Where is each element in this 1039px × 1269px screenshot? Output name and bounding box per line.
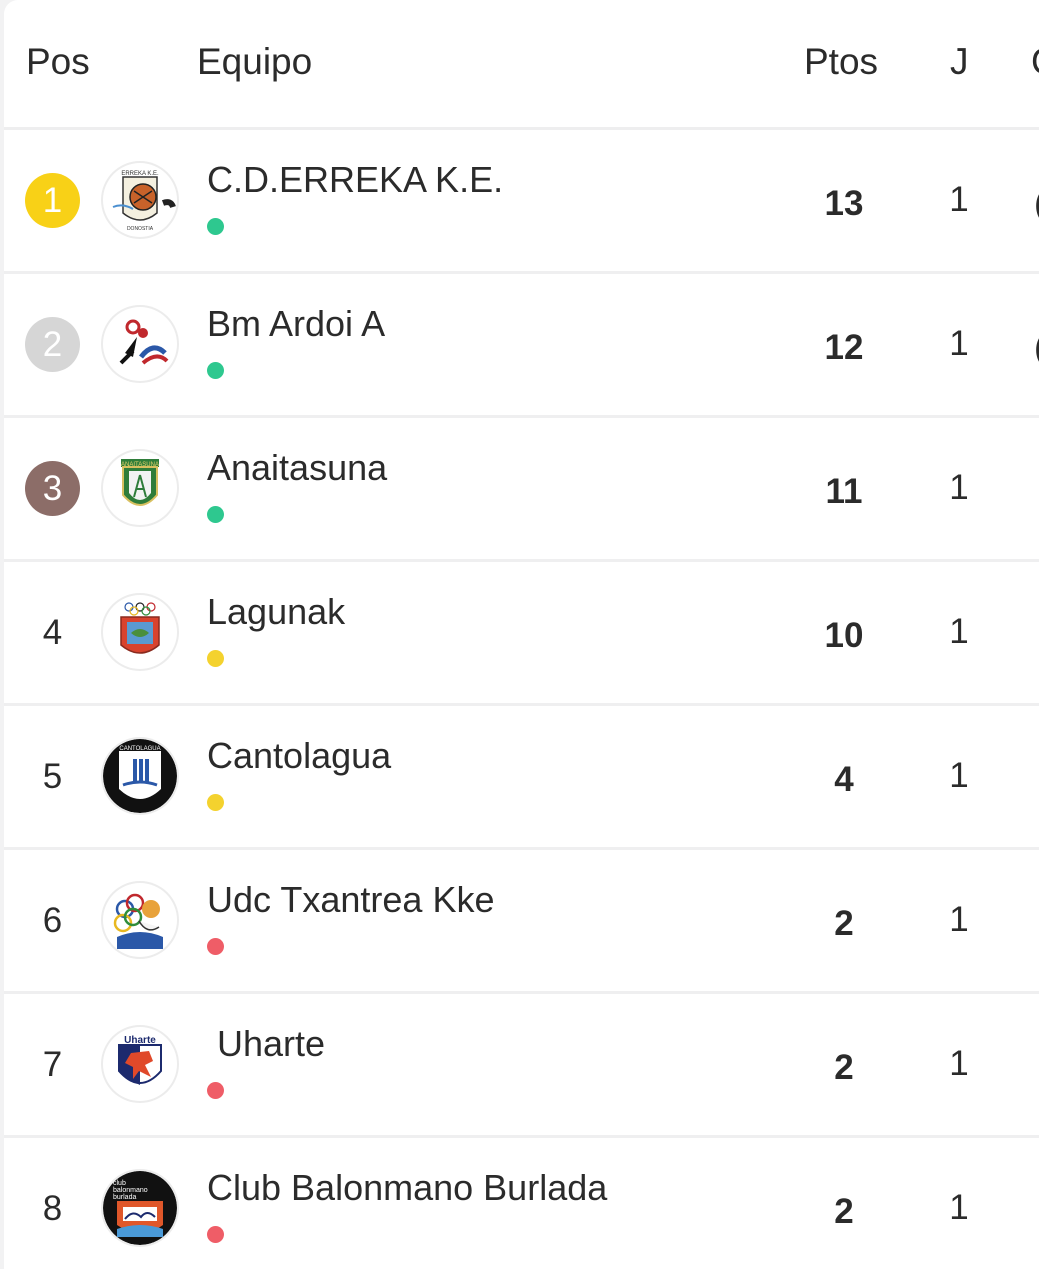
points: 13 (824, 184, 864, 223)
svg-text:ANAITASUNA: ANAITASUNA (121, 462, 159, 468)
table-row[interactable]: 6 Udc Txantrea Kke 2 1 (4, 850, 1039, 994)
points: 12 (824, 328, 864, 367)
erreka-logo-icon: ERREKA K.E. DONOSTIA (103, 163, 177, 237)
position-badge: 3 (25, 461, 80, 516)
team-name[interactable]: Anaitasuna (207, 447, 388, 488)
svg-text:ERREKA K.E.: ERREKA K.E. (121, 171, 159, 177)
status-dot (207, 506, 224, 523)
txantrea-logo-icon (103, 883, 177, 957)
svg-text:club: club (113, 1180, 126, 1187)
games-played: 1 (949, 756, 969, 795)
next-column-value: ( (1034, 182, 1039, 226)
header-equipo[interactable]: Equipo (197, 41, 313, 82)
games-played: 1 (949, 1044, 969, 1083)
ardoi-logo-icon (103, 307, 177, 381)
uharte-logo-icon: Uharte (103, 1027, 177, 1101)
points: 4 (834, 760, 854, 799)
games-played: 1 (949, 900, 969, 939)
table-row[interactable]: 7 Uharte Uharte 2 1 (4, 994, 1039, 1138)
lagunak-logo-icon (103, 595, 177, 669)
table-row[interactable]: 4 Lagunak 10 1 (4, 562, 1039, 706)
position-number: 5 (42, 757, 63, 796)
status-dot (207, 218, 224, 235)
status-dot (207, 1082, 224, 1099)
standings-table: Pos Equipo Ptos J G 1 ERREKA K.E. DONOST… (4, 0, 1039, 1269)
team-name[interactable]: Udc Txantrea Kke (207, 879, 495, 920)
team-name[interactable]: Lagunak (207, 591, 346, 632)
status-dot (207, 1226, 224, 1243)
position-number: 8 (42, 1189, 63, 1228)
next-column-value: ( (1034, 326, 1039, 370)
team-name[interactable]: Bm Ardoi A (207, 303, 386, 344)
status-dot (207, 362, 224, 379)
svg-text:balonmano: balonmano (113, 1187, 148, 1194)
svg-text:burlada: burlada (113, 1194, 136, 1201)
status-dot (207, 794, 224, 811)
games-played: 1 (949, 324, 969, 363)
svg-text:Uharte: Uharte (124, 1035, 156, 1046)
table-row[interactable]: 3 ANAITASUNA Anaitasuna 11 1 (4, 418, 1039, 562)
table-row[interactable]: 5 CANTOLAGUA Cantolagua 4 1 (4, 706, 1039, 850)
svg-text:CANTOLAGUA: CANTOLAGUA (119, 746, 160, 752)
burlada-logo-icon: club balonmano burlada (103, 1171, 177, 1245)
position-badge: 2 (25, 317, 80, 372)
team-name[interactable]: C.D.ERREKA K.E. (207, 159, 504, 200)
header-j[interactable]: J (950, 41, 969, 82)
team-name[interactable]: Cantolagua (207, 735, 392, 776)
table-row[interactable]: 8 club balonmano burlada Club Balonmano … (4, 1138, 1039, 1269)
status-dot (207, 938, 224, 955)
svg-text:DONOSTIA: DONOSTIA (127, 226, 154, 232)
points: 2 (834, 904, 854, 943)
anaitasuna-logo-icon: ANAITASUNA (103, 451, 177, 525)
team-name[interactable]: Uharte (207, 1023, 326, 1064)
games-played: 1 (949, 468, 969, 507)
header-next-column[interactable]: G (1031, 40, 1039, 84)
points: 2 (834, 1048, 854, 1087)
position-badge: 1 (25, 173, 80, 228)
header-ptos[interactable]: Ptos (804, 41, 879, 82)
table-row[interactable]: 1 ERREKA K.E. DONOSTIA C.D.ERREKA K.E. 1… (4, 130, 1039, 274)
status-dot (207, 650, 224, 667)
table-header: Pos Equipo Ptos J G (4, 0, 1039, 130)
games-played: 1 (949, 612, 969, 651)
position-number: 4 (42, 613, 63, 652)
games-played: 1 (949, 180, 969, 219)
games-played: 1 (949, 1188, 969, 1227)
position-number: 7 (42, 1045, 63, 1084)
header-pos[interactable]: Pos (26, 41, 90, 82)
points: 10 (824, 616, 864, 655)
table-row[interactable]: 2 Bm Ardoi A 12 1 ( (4, 274, 1039, 418)
position-number: 6 (42, 901, 63, 940)
points: 2 (834, 1192, 854, 1231)
team-name[interactable]: Club Balonmano Burlada (207, 1167, 608, 1208)
cantolagua-logo-icon: CANTOLAGUA (103, 739, 177, 813)
points: 11 (825, 472, 863, 511)
